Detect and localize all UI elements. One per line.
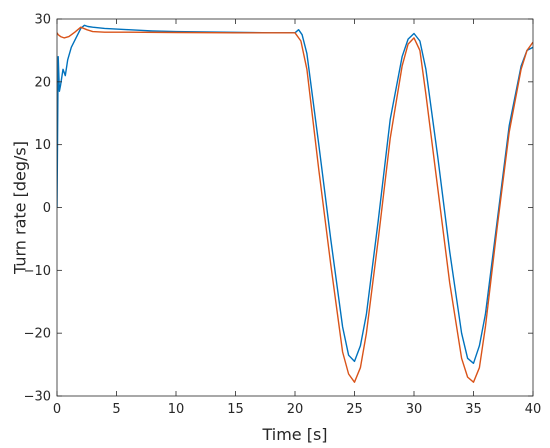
y-tick-label: −10 [24,264,51,279]
x-axis-label: Time [s] [261,425,327,444]
series-line-1 [57,24,533,364]
x-tick-label: 35 [465,402,482,417]
y-tick-label: −20 [24,327,51,342]
y-tick-label: 20 [34,75,51,90]
x-tick-label: 10 [168,402,185,417]
x-tick-label: 5 [112,402,120,417]
y-tick-label: 10 [34,138,51,153]
series-line-2 [57,26,533,383]
y-tick-label: −30 [24,390,51,405]
x-tick-label: 15 [227,402,244,417]
y-tick-label: 0 [43,201,51,216]
x-tick-label: 25 [346,402,363,417]
y-axis-label: Turn rate [deg/s] [11,141,30,275]
x-tick-label: 30 [406,402,423,417]
y-tick-label: 30 [34,13,51,28]
plot-area [57,19,533,396]
series-layer [57,24,533,383]
x-tick-label: 0 [53,402,61,417]
x-tick-label: 20 [287,402,304,417]
ticks-layer: 0 5 10 15 20 25 30 35 40 −30 −20 −10 0 10 20 30 [24,13,542,418]
x-tick-label: 40 [525,402,542,417]
